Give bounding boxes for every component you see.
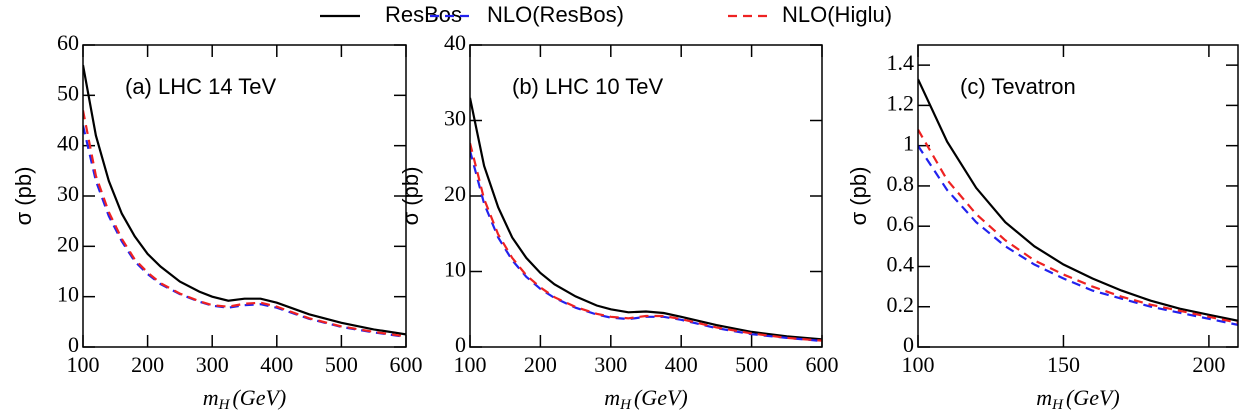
y-tick-label: 1: [903, 131, 914, 156]
x-label-subscript: H: [619, 397, 632, 413]
x-label-subscript: H: [218, 397, 231, 413]
x-label-unit: (GeV): [1066, 385, 1120, 410]
y-tick-label: 40: [444, 30, 466, 55]
x-label-unit: (GeV): [232, 385, 286, 410]
y-tick-label: 30: [57, 181, 79, 206]
x-tick-label: 200: [1192, 352, 1225, 377]
x-tick-label: 600: [806, 352, 839, 377]
y-tick-label: 10: [57, 282, 79, 307]
y-tick-label: 1.4: [887, 50, 915, 75]
annotation: (c) Tevatron: [960, 74, 1076, 99]
x-label-unit: (GeV): [634, 385, 688, 410]
x-tick-label: 200: [131, 352, 164, 377]
y-axis-label: σ (pb): [398, 167, 423, 226]
y-axis-label: σ (pb): [846, 167, 871, 226]
x-label-symbol: m: [203, 385, 219, 410]
legend-label: ResBos: [385, 2, 462, 27]
series-line: [470, 142, 822, 342]
series-line: [83, 110, 406, 338]
y-tick-label: 20: [57, 231, 79, 256]
x-tick-label: 300: [196, 352, 229, 377]
series-line: [918, 129, 1238, 324]
y-tick-label: 0: [68, 332, 79, 357]
y-tick-label: 0.6: [887, 211, 915, 236]
x-label-subscript: H: [1051, 397, 1064, 413]
x-axis-label: mH (GeV): [1036, 385, 1119, 413]
y-tick-label: 1.2: [887, 90, 915, 115]
series-line: [918, 78, 1238, 322]
x-tick-label: 150: [1047, 352, 1080, 377]
y-tick-label: 0.4: [887, 252, 915, 277]
annotation: (b) LHC 10 TeV: [512, 74, 664, 99]
plot-frame: [82, 44, 407, 348]
legend-label: NLO(ResBos): [487, 2, 624, 27]
x-tick-label: 100: [67, 352, 100, 377]
plot-frame: [469, 44, 823, 348]
series-line: [470, 150, 822, 343]
y-tick-label: 50: [57, 80, 79, 105]
x-label-symbol: m: [1036, 385, 1052, 410]
x-tick-label: 500: [325, 352, 358, 377]
x-axis-label: mH (GeV): [604, 385, 687, 413]
series-line: [83, 64, 406, 336]
y-tick-label: 10: [444, 257, 466, 282]
y-tick-label: 20: [444, 181, 466, 206]
y-tick-label: 60: [57, 30, 79, 55]
x-tick-label: 400: [665, 352, 698, 377]
y-tick-label: 0.8: [887, 171, 915, 196]
x-tick-label: 600: [390, 352, 423, 377]
x-tick-label: 100: [454, 352, 487, 377]
x-tick-label: 200: [524, 352, 557, 377]
x-label-symbol: m: [604, 385, 620, 410]
series-line: [918, 145, 1238, 326]
y-tick-label: 0: [903, 332, 914, 357]
x-tick-label: 500: [735, 352, 768, 377]
x-tick-label: 400: [260, 352, 293, 377]
plot-frame: [917, 44, 1239, 348]
x-tick-label: 300: [594, 352, 627, 377]
x-tick-label: 100: [902, 352, 935, 377]
series-line: [470, 97, 822, 341]
y-tick-label: 40: [57, 131, 79, 156]
x-axis-label: mH (GeV): [203, 385, 286, 413]
y-tick-label: 0: [455, 332, 466, 357]
y-axis-label: σ (pb): [11, 167, 36, 226]
legend-label: NLO(Higlu): [782, 2, 892, 27]
annotation: (a) LHC 14 TeV: [125, 74, 277, 99]
y-tick-label: 30: [444, 106, 466, 131]
y-tick-label: 0.2: [887, 292, 915, 317]
